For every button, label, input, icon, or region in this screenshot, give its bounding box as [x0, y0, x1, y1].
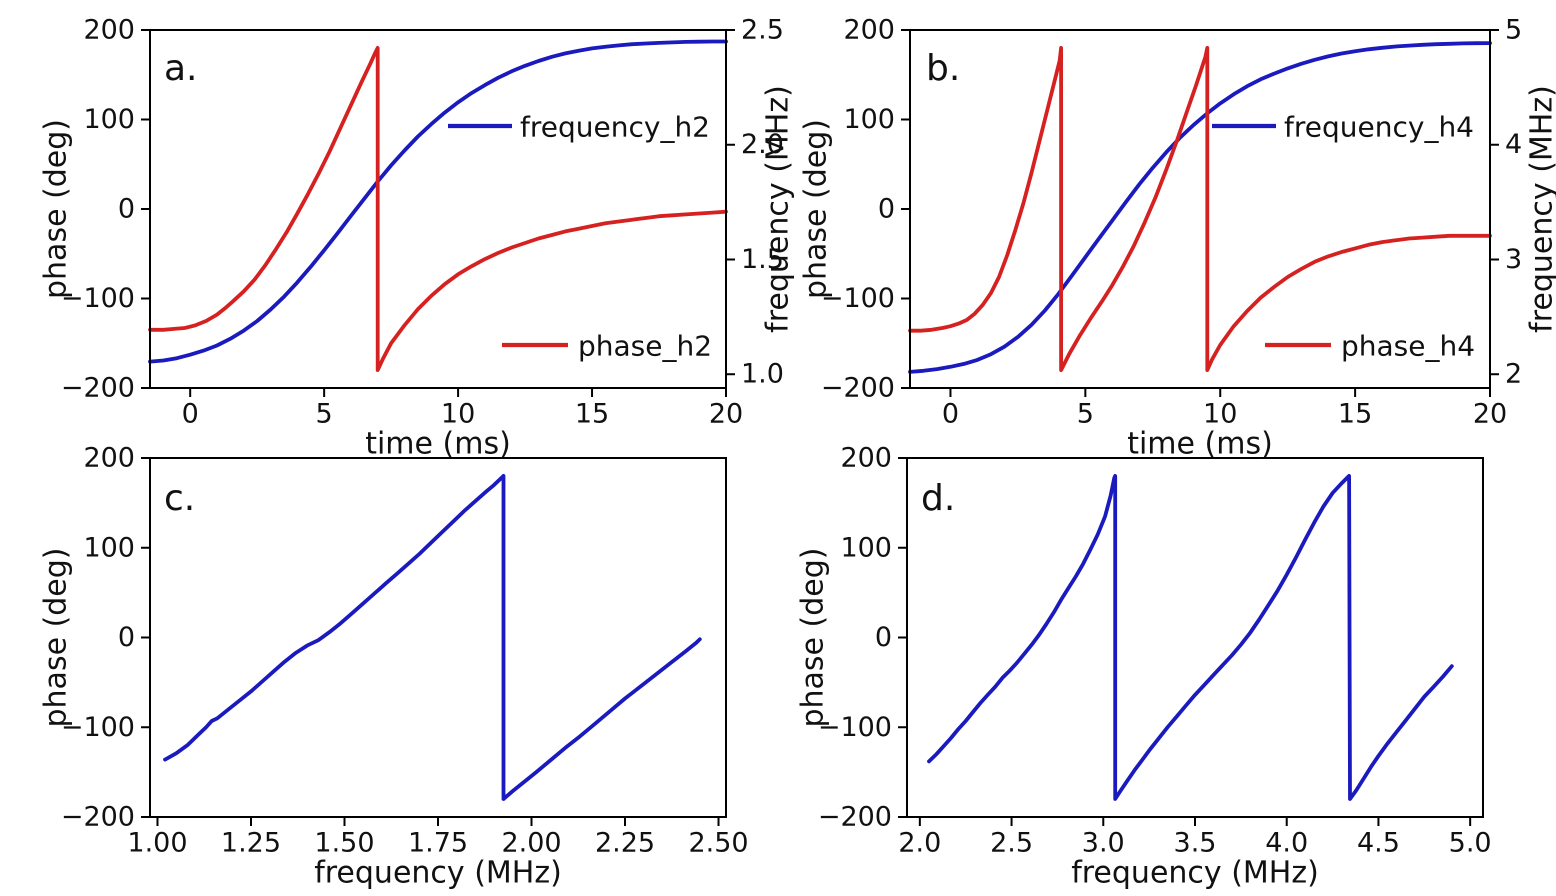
x-tick-label: 5 — [316, 399, 333, 430]
x-axis-label: frequency (MHz) — [1071, 856, 1319, 891]
legend-frequency_h4: frequency_h4 — [1212, 111, 1474, 144]
x-tick-label: 5 — [1077, 399, 1094, 430]
y-tick-label-right: 2 — [1505, 359, 1522, 390]
panel-c-letter: c. — [164, 478, 195, 519]
x-tick-label: 2.0 — [898, 828, 941, 859]
y-tick-label-right: 1.5 — [741, 244, 784, 275]
x-tick-label: 2.5 — [990, 828, 1033, 859]
y-tick-label: −200 — [61, 802, 135, 833]
y-tick-label: 100 — [843, 104, 895, 135]
y-tick-label: 0 — [878, 194, 895, 225]
legend-phase_h2: phase_h2 — [502, 330, 712, 363]
x-axis-label: frequency (MHz) — [314, 856, 562, 891]
panel-d-frame — [906, 457, 1484, 818]
panel-a: 0 5 10 15 20 time (ms) 200 100 0 −100 −200 phase (d… — [39, 15, 796, 462]
phase_vs_frequency_h4-line — [927, 473, 1454, 801]
y-axis-label-left: phase (deg) — [796, 547, 831, 727]
y-tick-label: 100 — [83, 104, 135, 135]
y-axis-label-right: frequency (MHz) — [1525, 85, 1556, 333]
legend-frequency_h2: frequency_h2 — [448, 111, 710, 144]
y-tick-label-right: 5 — [1505, 15, 1522, 46]
x-tick-label: 0 — [942, 399, 959, 430]
panel-c-frame — [149, 457, 727, 818]
x-tick-label: 2.50 — [688, 828, 748, 859]
legend-phase_h4-label: phase_h4 — [1341, 330, 1475, 363]
y-axis-label-right: frequency (MHz) — [761, 85, 796, 333]
phase_h2-line — [148, 46, 728, 373]
x-tick-label: 1.25 — [221, 828, 281, 859]
x-tick-label: 3.0 — [1082, 828, 1125, 859]
legend-phase_h2-label: phase_h2 — [578, 330, 712, 363]
frequency_h2-line — [148, 39, 728, 364]
x-tick-label: 2.25 — [595, 828, 655, 859]
x-tick-label: 0 — [182, 399, 199, 430]
x-tick-label: 10 — [441, 399, 475, 430]
legend-frequency_h2-label: frequency_h2 — [520, 111, 710, 144]
y-tick-label-right: 1.0 — [741, 359, 784, 390]
x-tick-label: 20 — [709, 399, 743, 430]
x-tick-label: 4.0 — [1265, 828, 1308, 859]
panel-d: 2.0 2.5 3.0 3.5 4.0 4.5 5.0 frequency (MHz) 200 1… — [796, 443, 1492, 891]
y-axis-label-left: phase (deg) — [39, 547, 74, 727]
x-tick-label: 10 — [1203, 399, 1237, 430]
x-tick-label: 2.00 — [501, 828, 561, 859]
legend-phase_h4: phase_h4 — [1265, 330, 1475, 363]
phase_vs_frequency_h2-line — [163, 473, 702, 801]
panel-b-letter: b. — [926, 48, 960, 89]
panel-c: 1.00 1.25 1.50 1.75 2.00 2.25 2.50 frequency (M… — [39, 443, 749, 891]
x-tick-label: 5.0 — [1449, 828, 1492, 859]
y-tick-label: 200 — [843, 15, 895, 46]
y-tick-label-right: 3 — [1505, 244, 1522, 275]
y-tick-label: −200 — [818, 802, 892, 833]
y-tick-label-right: 4 — [1505, 129, 1522, 160]
frequency_h4-line — [908, 41, 1492, 374]
x-tick-label: 15 — [575, 399, 609, 430]
x-axis-label: time (ms) — [365, 427, 511, 462]
x-tick-label: 20 — [1473, 399, 1507, 430]
y-tick-label: −100 — [61, 712, 135, 743]
x-tick-label: 1.75 — [408, 828, 468, 859]
y-tick-label-right: 2.0 — [741, 129, 784, 160]
y-tick-label: −200 — [821, 373, 895, 404]
y-tick-label: 200 — [83, 15, 135, 46]
y-tick-label: −100 — [821, 283, 895, 314]
y-tick-label: 100 — [83, 532, 135, 563]
y-axis-label-left: phase (deg) — [799, 119, 834, 299]
y-tick-label: 200 — [83, 443, 135, 474]
y-tick-label: 100 — [840, 532, 892, 563]
x-tick-label: 1.00 — [127, 828, 187, 859]
y-tick-label: 0 — [118, 194, 135, 225]
y-tick-label: −200 — [61, 373, 135, 404]
x-tick-label: 15 — [1338, 399, 1372, 430]
panel-d-letter: d. — [921, 478, 955, 519]
panel-b: 0 5 10 15 20 time (ms) 200 100 0 −100 −200 phase (d… — [799, 15, 1556, 462]
x-tick-label: 1.50 — [314, 828, 374, 859]
x-axis-label: time (ms) — [1127, 427, 1273, 462]
legend-frequency_h4-label: frequency_h4 — [1284, 111, 1474, 144]
y-axis-label-left: phase (deg) — [39, 119, 74, 299]
y-tick-label: 200 — [840, 443, 892, 474]
y-tick-label-right: 2.5 — [741, 15, 784, 46]
y-tick-label: −100 — [61, 283, 135, 314]
y-tick-label: −100 — [818, 712, 892, 743]
phase_h4-line — [908, 46, 1492, 373]
x-tick-label: 4.5 — [1357, 828, 1400, 859]
y-tick-label: 0 — [118, 622, 135, 653]
y-tick-label: 0 — [875, 622, 892, 653]
panel-a-letter: a. — [164, 48, 198, 89]
x-tick-label: 3.5 — [1174, 828, 1217, 859]
